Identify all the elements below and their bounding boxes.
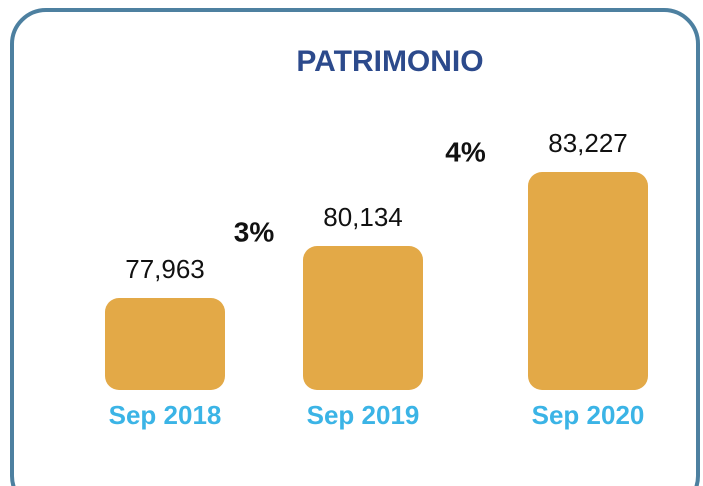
bar <box>528 172 648 390</box>
x-tick-label: Sep 2018 <box>109 400 222 430</box>
x-tick-label: Sep 2020 <box>532 400 645 430</box>
value-label: 83,227 <box>548 128 628 158</box>
growth-label: 3% <box>234 216 275 247</box>
growth-label: 4% <box>445 136 486 167</box>
bar <box>303 246 423 390</box>
value-label: 77,963 <box>125 254 205 284</box>
x-tick-label: Sep 2019 <box>307 400 420 430</box>
bar <box>105 298 225 390</box>
value-label: 80,134 <box>323 202 403 232</box>
chart-title: PATRIMONIO <box>296 45 483 78</box>
